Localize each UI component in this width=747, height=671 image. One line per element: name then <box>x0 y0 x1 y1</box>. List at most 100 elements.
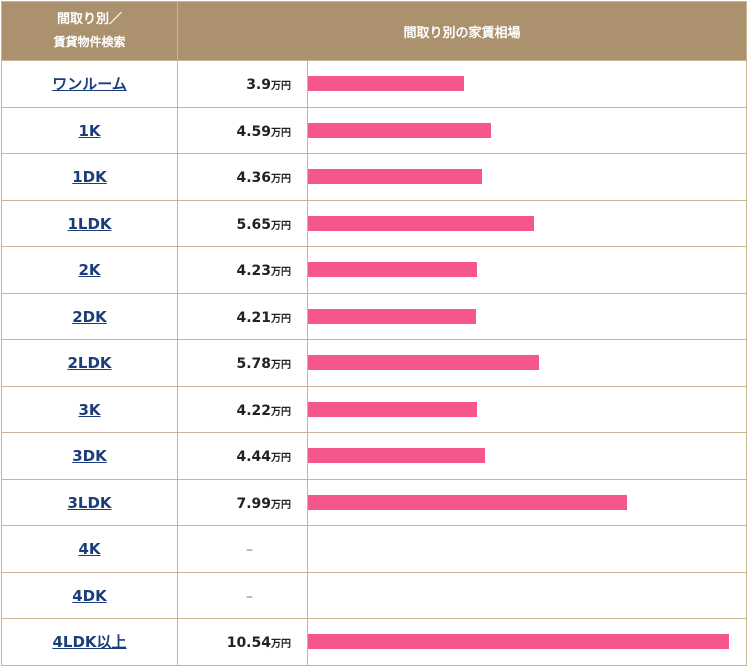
table-row: 4K – <box>1 525 747 573</box>
floorplan-cell: ワンルーム <box>1 60 178 108</box>
price-cell: 4.36万円 <box>177 153 308 201</box>
price-unavailable: – <box>246 588 253 605</box>
table-row: 4LDK以上 10.54万円 <box>1 618 747 666</box>
price-value: 4.22 <box>236 402 271 419</box>
price-value: 3.9 <box>246 77 271 94</box>
table-row: 1LDK 5.65万円 <box>1 199 747 247</box>
floorplan-link[interactable]: 2K <box>78 261 101 280</box>
bar-cell <box>306 525 747 573</box>
header-floorplan-line1: 間取り別／ <box>56 11 122 27</box>
price-value: 7.99 <box>236 495 271 512</box>
table-row: 3LDK 7.99万円 <box>1 478 747 526</box>
price-unit: 万円 <box>271 360 291 372</box>
rent-bar <box>308 448 485 464</box>
floorplan-link[interactable]: 4LDK以上 <box>52 633 127 652</box>
table-row: 3DK 4.44万円 <box>1 432 747 480</box>
table-row: 2LDK 5.78万円 <box>1 339 747 387</box>
rent-bar <box>308 494 627 510</box>
price-cell: 5.78万円 <box>177 339 308 387</box>
floorplan-link[interactable]: 3LDK <box>67 493 112 512</box>
header-rent-market: 間取り別の家賃相場 <box>176 1 747 61</box>
floorplan-cell: 3DK <box>1 432 178 480</box>
price-cell: 4.59万円 <box>177 106 308 154</box>
price-cell: 10.54万円 <box>177 618 308 666</box>
header-floorplan-line2: 賃貸物件検索 <box>53 34 126 49</box>
price-unit: 万円 <box>271 127 291 139</box>
rent-bar <box>308 169 482 185</box>
bar-cell <box>306 106 747 154</box>
price-value: 4.23 <box>236 263 271 280</box>
table-row: 1DK 4.36万円 <box>1 153 747 201</box>
price-value: 4.44 <box>236 449 271 466</box>
price-value: 5.65 <box>236 216 271 233</box>
table-row: 2K 4.23万円 <box>1 246 747 294</box>
price-unit: 万円 <box>271 81 291 93</box>
floorplan-link[interactable]: ワンルーム <box>52 75 127 94</box>
price-cell: 7.99万円 <box>177 478 308 526</box>
price-value: 4.21 <box>236 309 271 326</box>
bar-cell <box>306 153 747 201</box>
price-unit: 万円 <box>271 174 291 186</box>
floorplan-link[interactable]: 1DK <box>72 168 107 187</box>
bar-cell <box>306 60 747 108</box>
bar-cell <box>306 571 747 619</box>
floorplan-cell: 4LDK以上 <box>1 618 178 666</box>
floorplan-cell: 3K <box>1 385 178 433</box>
floorplan-link[interactable]: 2LDK <box>67 354 112 373</box>
price-cell: – <box>177 571 308 619</box>
header-floorplan-search: 間取り別／ 賃貸物件検索 <box>1 1 178 61</box>
table-row: 3K 4.22万円 <box>1 385 747 433</box>
floorplan-cell: 2K <box>1 246 178 294</box>
floorplan-cell: 3LDK <box>1 478 178 526</box>
price-value: 4.59 <box>236 123 271 140</box>
floorplan-cell: 1K <box>1 106 178 154</box>
bar-cell <box>306 432 747 480</box>
price-unit: 万円 <box>271 499 291 511</box>
price-cell: 5.65万円 <box>177 199 308 247</box>
bar-cell <box>306 385 747 433</box>
table-row: ワンルーム 3.9万円 <box>1 60 747 108</box>
price-unit: 万円 <box>271 639 291 651</box>
floorplan-link[interactable]: 3K <box>78 400 101 419</box>
floorplan-link[interactable]: 1LDK <box>67 214 112 233</box>
floorplan-link[interactable]: 3DK <box>72 447 107 466</box>
bar-cell <box>306 199 747 247</box>
price-cell: 4.44万円 <box>177 432 308 480</box>
price-value: 10.54 <box>226 635 271 652</box>
rent-bar <box>308 355 539 371</box>
table-row: 2DK 4.21万円 <box>1 292 747 340</box>
floorplan-cell: 4DK <box>1 571 178 619</box>
price-unavailable: – <box>246 542 253 559</box>
price-cell: 3.9万円 <box>177 60 308 108</box>
price-unit: 万円 <box>271 406 291 418</box>
rent-bar <box>308 401 477 417</box>
price-value: 5.78 <box>236 356 271 373</box>
floorplan-link[interactable]: 4DK <box>72 586 107 605</box>
floorplan-cell: 1DK <box>1 153 178 201</box>
price-cell: – <box>177 525 308 573</box>
price-unit: 万円 <box>271 267 291 279</box>
floorplan-link[interactable]: 2DK <box>72 307 107 326</box>
price-value: 4.36 <box>236 170 271 187</box>
floorplan-cell: 2DK <box>1 292 178 340</box>
bar-cell <box>306 618 747 666</box>
floorplan-link[interactable]: 1K <box>78 121 101 140</box>
table-row: 1K 4.59万円 <box>1 106 747 154</box>
rent-bar <box>308 634 729 650</box>
table-row: 4DK – <box>1 571 747 619</box>
rent-bar <box>308 122 491 138</box>
price-unit: 万円 <box>271 220 291 232</box>
price-cell: 4.23万円 <box>177 246 308 294</box>
bar-cell <box>306 478 747 526</box>
bar-cell <box>306 246 747 294</box>
price-unit: 万円 <box>271 453 291 465</box>
rent-bar <box>308 76 464 92</box>
price-cell: 4.22万円 <box>177 385 308 433</box>
floorplan-cell: 4K <box>1 525 178 573</box>
floorplan-cell: 1LDK <box>1 199 178 247</box>
rent-bar <box>308 262 477 278</box>
floorplan-link[interactable]: 4K <box>78 540 101 559</box>
rent-bar <box>308 215 534 231</box>
bar-cell <box>306 292 747 340</box>
